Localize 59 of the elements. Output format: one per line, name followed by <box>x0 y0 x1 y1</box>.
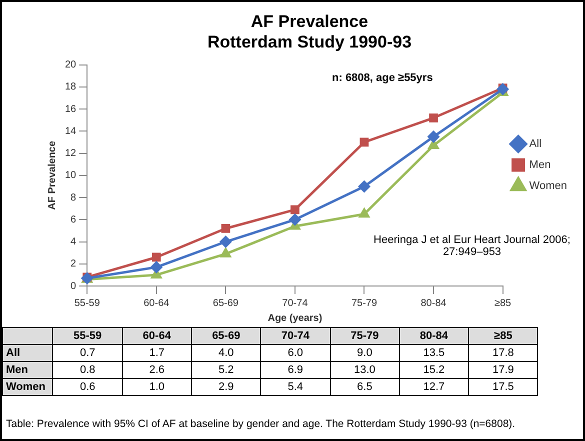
chart-title: AF Prevalence <box>250 12 368 31</box>
data-label: 0.6 <box>52 378 122 396</box>
y-tick-label: 0 <box>70 280 77 292</box>
y-tick-label: 6 <box>70 214 77 226</box>
x-tick-label: 80-84 <box>420 298 447 309</box>
data-label: 13.5 <box>399 344 469 362</box>
text: Men <box>6 364 28 376</box>
data-label: 12.7 <box>399 378 469 396</box>
x-tick-label: 55-59 <box>74 298 100 309</box>
category-label: ≥85 <box>494 330 512 342</box>
data-label: 2.9 <box>192 378 261 396</box>
data-label: 6.5 <box>330 378 400 396</box>
category-label: 70-74 <box>281 330 310 342</box>
data-label: 1.7 <box>122 344 192 362</box>
text: All <box>6 347 20 359</box>
category-label: 60-64 <box>142 330 171 342</box>
data-label: 5.2 <box>192 362 261 378</box>
data-label: 6.0 <box>260 344 330 362</box>
x-tick-label: 75-79 <box>351 298 378 309</box>
data-label: 17.9 <box>468 362 538 378</box>
x-tick-label: 70-74 <box>282 298 308 309</box>
x-tick-label: ≥85 <box>494 298 512 309</box>
chart-subtitle: Rotterdam Study 1990-93 <box>207 32 412 52</box>
category-label: 80-84 <box>420 330 448 342</box>
legend-label: Women <box>529 180 568 192</box>
y-tick-label: 12 <box>65 148 77 160</box>
data-label: 9.0 <box>330 344 400 362</box>
data-label: 17.5 <box>468 378 538 396</box>
text: Women <box>6 381 46 393</box>
data-label: 5.4 <box>260 378 330 396</box>
data-label: 4.0 <box>192 344 261 362</box>
category-label: 75-79 <box>350 330 379 342</box>
annotation: Heeringa J et al Eur Heart Journal 2006; 27:949–953 <box>372 234 572 258</box>
legend-label: All <box>529 138 542 150</box>
x-axis-title: Age (years) <box>268 312 322 324</box>
data-label: 1.0 <box>122 378 192 396</box>
legend-label: Men <box>529 159 551 172</box>
y-tick-label: 14 <box>65 126 77 137</box>
data-label: 17.8 <box>468 344 538 362</box>
data-label: 0.7 <box>52 344 122 362</box>
x-tick-label: 60-64 <box>144 298 170 309</box>
text: Table: Prevalence with 95% CI of AF at baseline by gender and age. The Rotterdam Study 1990-93 (n=6808). <box>6 418 516 430</box>
data-label: 6.9 <box>260 362 330 378</box>
y-tick-label: 4 <box>70 236 77 248</box>
y-axis-title: AF Prevalence <box>46 140 58 210</box>
y-tick-label: 20 <box>65 60 77 71</box>
data-label: 13.0 <box>330 362 400 378</box>
y-tick-label: 8 <box>70 192 77 204</box>
x-tick-label: 65-69 <box>212 298 239 309</box>
y-tick-label: 18 <box>65 82 77 93</box>
y-tick-label: 16 <box>65 104 77 115</box>
y-tick-label: 10 <box>65 170 77 182</box>
annotation: n: 6808, age ≥55yrs <box>332 72 433 84</box>
data-label: 2.6 <box>122 362 192 378</box>
data-label: 15.2 <box>399 362 469 378</box>
y-tick-label: 2 <box>70 258 77 270</box>
data-label: 0.8 <box>52 362 122 378</box>
category-label: 55-59 <box>74 330 102 342</box>
category-label: 65-69 <box>212 330 240 342</box>
